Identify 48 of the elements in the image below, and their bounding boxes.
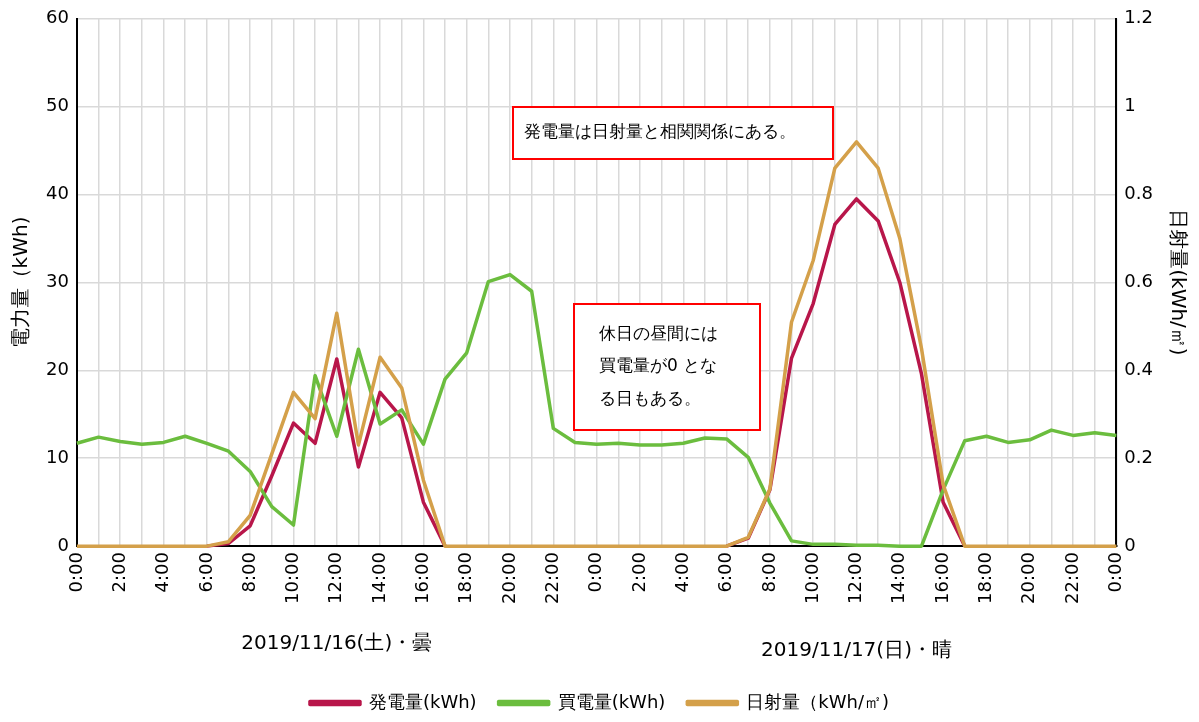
x-tick-label: 18:00 bbox=[974, 552, 996, 604]
x-tick-label: 4:00 bbox=[151, 552, 173, 593]
legend-label: 発電量(kWh) bbox=[368, 690, 477, 712]
x-tick-label: 14:00 bbox=[367, 552, 389, 604]
y-axis-title: 電力量（kWh) bbox=[8, 216, 33, 349]
x-tick-label: 20:00 bbox=[497, 552, 519, 604]
x-tick-label: 4:00 bbox=[670, 552, 692, 593]
y-tick-label: 10 bbox=[46, 445, 69, 467]
x-tick-label: 8:00 bbox=[757, 552, 779, 593]
x-tick-label: 10:00 bbox=[281, 552, 303, 604]
y-tick-label: 40 bbox=[46, 182, 69, 204]
x-tick-label: 0:00 bbox=[1104, 552, 1126, 593]
y2-axis-title: 日射量(kWh/㎡) bbox=[1166, 209, 1191, 356]
y2-tick-label: 1 bbox=[1124, 94, 1136, 116]
x-tick-label: 12:00 bbox=[844, 552, 866, 604]
x-tick-label: 16:00 bbox=[411, 552, 433, 604]
y-tick-label: 20 bbox=[46, 358, 69, 380]
x-tick-label: 12:00 bbox=[324, 552, 346, 604]
y-tick-label: 30 bbox=[46, 270, 69, 292]
x-tick-label: 0:00 bbox=[64, 552, 86, 593]
x-tick-label: 20:00 bbox=[1017, 552, 1039, 604]
y2-tick-label: 0.6 bbox=[1124, 270, 1154, 292]
x-tick-label: 14:00 bbox=[887, 552, 909, 604]
legend-label: 日射量（kWh/㎡) bbox=[746, 690, 890, 712]
y2-tick-label: 1.2 bbox=[1124, 6, 1154, 28]
x-tick-label: 22:00 bbox=[541, 552, 562, 604]
legend-label: 買電量(kWh) bbox=[557, 690, 666, 712]
x-tick-label: 10:00 bbox=[800, 552, 822, 604]
y-tick-label: 0 bbox=[57, 533, 69, 555]
y2-tick-label: 0.8 bbox=[1124, 182, 1154, 204]
y-tick-label: 50 bbox=[46, 94, 69, 116]
y2-tick-label: 0.2 bbox=[1124, 445, 1154, 467]
x-tick-label: 0:00 bbox=[584, 552, 606, 593]
x-tick-label: 6:00 bbox=[194, 552, 216, 593]
y2-tick-label: 0 bbox=[1124, 533, 1136, 555]
x-tick-label: 2:00 bbox=[107, 552, 129, 593]
y2-tick-label: 0.4 bbox=[1124, 358, 1154, 380]
callout-box: 発電量は日射量と相関関係にある。 bbox=[512, 106, 834, 160]
x-tick-label: 22:00 bbox=[1060, 552, 1082, 604]
x-tick-label: 2:00 bbox=[627, 552, 649, 593]
text: 2019/11/16(土)・曇 bbox=[241, 630, 433, 655]
y-tick-label: 60 bbox=[46, 6, 69, 28]
text: 2019/11/17(日)・晴 bbox=[761, 637, 952, 662]
x-tick-label: 16:00 bbox=[930, 552, 952, 604]
x-tick-label: 18:00 bbox=[454, 552, 476, 604]
x-tick-label: 8:00 bbox=[237, 552, 259, 593]
x-tick-label: 6:00 bbox=[714, 552, 736, 593]
callout-box: 休日の昼間には買電量が0 となる日もある。 bbox=[573, 303, 761, 431]
